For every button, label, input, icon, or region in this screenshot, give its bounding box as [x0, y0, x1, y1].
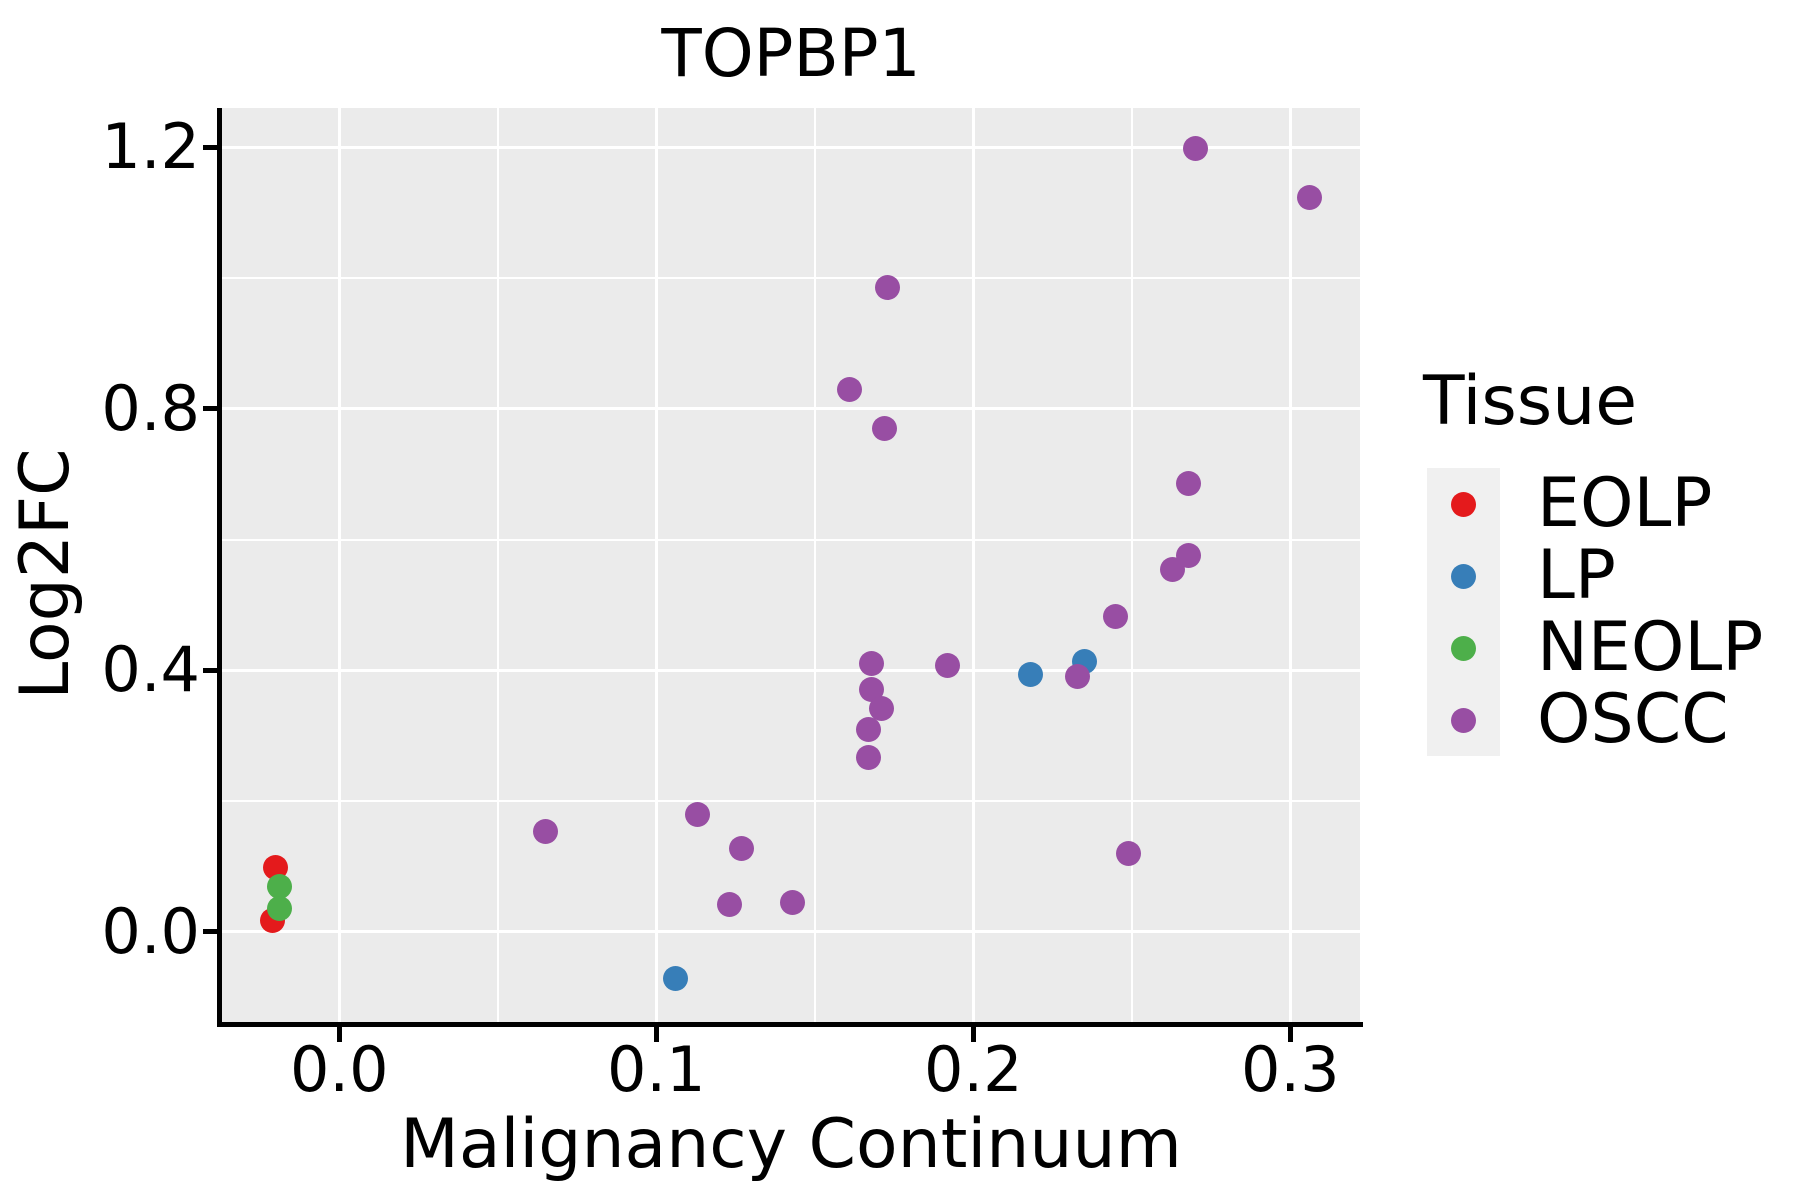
plot-panel [222, 108, 1360, 1022]
data-point-OSCC [935, 652, 961, 678]
minor-gridline-y [222, 800, 1360, 803]
minor-gridline-x [813, 108, 816, 1022]
data-point-OSCC [780, 889, 806, 915]
x-tick-label: 0.2 [923, 1033, 1023, 1106]
legend-items: EOLP LP NEOLP OSCC [1427, 468, 1763, 756]
data-point-LP [662, 966, 688, 992]
data-point-OSCC [856, 745, 882, 771]
data-point-OSCC [1176, 542, 1202, 568]
minor-gridline-x [1130, 108, 1133, 1022]
legend-dot-OSCC [1451, 707, 1476, 733]
data-point-OSCC [872, 415, 897, 441]
major-gridline-x [337, 108, 341, 1022]
legend-label: LP [1537, 536, 1616, 615]
major-gridline-x [1288, 108, 1292, 1022]
data-point-OSCC [532, 819, 558, 845]
data-point-NEOLP [266, 896, 292, 922]
legend-key [1427, 468, 1500, 540]
y-tick-label: 0.8 [101, 371, 200, 445]
data-point-OSCC [716, 891, 742, 917]
legend-item-OSCC: OSCC [1427, 684, 1763, 756]
data-point-OSCC [1176, 470, 1202, 496]
legend-dot-LP [1451, 563, 1476, 589]
minor-gridline-y [222, 538, 1360, 541]
x-tick-mark [970, 1027, 976, 1042]
minor-gridline-y [222, 276, 1360, 279]
legend-label: OSCC [1537, 680, 1729, 759]
data-point-OSCC [859, 650, 885, 676]
data-point-LP [1017, 662, 1043, 688]
x-tick-mark [653, 1027, 659, 1042]
y-axis-spine [217, 108, 222, 1027]
x-tick-label: 0.1 [606, 1033, 706, 1106]
y-tick-label: 0.4 [101, 633, 200, 707]
legend-label: NEOLP [1537, 608, 1764, 687]
y-tick-mark [203, 144, 217, 150]
data-point-OSCC [684, 802, 710, 828]
y-tick-mark [203, 667, 217, 673]
data-point-OSCC [1065, 663, 1091, 689]
chart-title: TOPBP1 [661, 15, 921, 92]
major-gridline-x [654, 108, 658, 1022]
data-point-OSCC [1103, 604, 1129, 630]
x-tick-label: 0.0 [289, 1033, 389, 1106]
major-gridline-y [222, 668, 1360, 672]
y-tick-label: 0.0 [101, 894, 200, 968]
data-point-OSCC [1116, 840, 1142, 866]
data-point-OSCC [837, 376, 863, 402]
legend-dot-EOLP [1451, 491, 1476, 517]
major-gridline-x [971, 108, 975, 1022]
x-tick-mark [336, 1027, 342, 1042]
legend-title: Tissue [1423, 362, 1638, 441]
legend-label: EOLP [1537, 464, 1713, 543]
x-tick-label: 0.3 [1240, 1033, 1340, 1106]
minor-gridline-x [496, 108, 499, 1022]
data-point-OSCC [856, 717, 882, 743]
x-axis-spine [217, 1022, 1363, 1027]
y-tick-mark [203, 406, 217, 412]
legend-item-EOLP: EOLP [1427, 468, 1763, 540]
y-axis-title: Log2FC [6, 448, 85, 700]
legend-key [1427, 540, 1500, 612]
legend-key [1427, 612, 1500, 684]
y-tick-label: 1.2 [101, 110, 200, 184]
x-tick-mark [1287, 1027, 1293, 1042]
x-axis-title: Malignancy Continuum [400, 1105, 1182, 1184]
data-point-OSCC [1296, 185, 1322, 211]
major-gridline-y [222, 407, 1360, 411]
data-point-OSCC [875, 274, 901, 300]
major-gridline-y [222, 145, 1360, 149]
data-point-OSCC [729, 836, 755, 862]
legend-dot-NEOLP [1451, 635, 1476, 661]
legend-key [1427, 684, 1500, 756]
major-gridline-y [222, 930, 1360, 934]
legend-item-NEOLP: NEOLP [1427, 612, 1763, 684]
data-point-NEOLP [266, 874, 292, 900]
y-tick-mark [203, 929, 217, 935]
data-point-OSCC [868, 696, 894, 722]
data-point-OSCC [1182, 136, 1208, 162]
legend-item-LP: LP [1427, 540, 1763, 612]
